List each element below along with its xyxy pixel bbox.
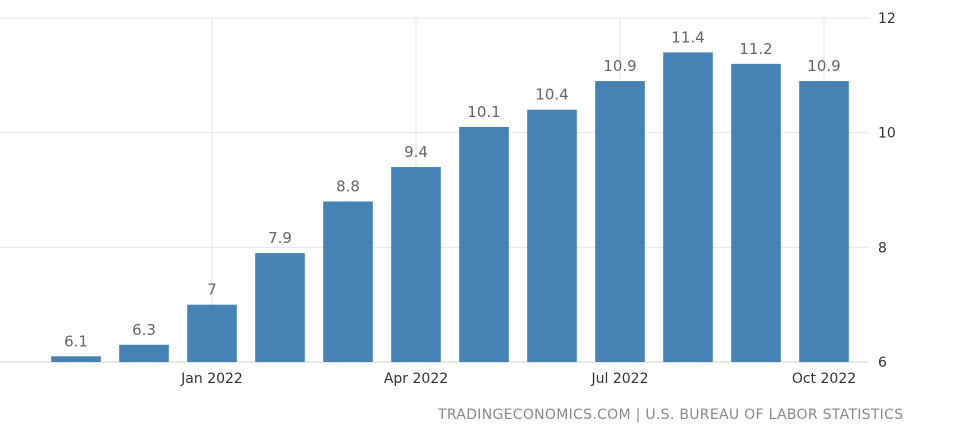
bar — [391, 167, 441, 362]
data-label: 7 — [207, 281, 217, 299]
y-tick-label: 8 — [878, 240, 887, 256]
bar — [323, 201, 373, 362]
data-label: 6.3 — [132, 321, 156, 339]
x-tick-label: Jul 2022 — [591, 371, 649, 387]
data-labels: 6.1 6.3 7 7.9 8.8 9.4 10.1 10.4 10.9 11.4 11.2 10.9 — [64, 28, 841, 350]
data-label: 11.4 — [671, 28, 704, 46]
x-tick-label: Jan 2022 — [180, 371, 243, 387]
data-label: 10.1 — [467, 103, 500, 121]
data-label: 9.4 — [404, 143, 428, 161]
y-tick-label: 10 — [878, 126, 896, 142]
bar — [799, 81, 849, 363]
data-label: 6.1 — [64, 332, 88, 350]
data-label: 10.9 — [603, 57, 636, 75]
bar — [731, 63, 781, 362]
bar — [527, 109, 577, 362]
x-tick-label: Apr 2022 — [384, 371, 448, 387]
bar — [255, 253, 305, 362]
y-tick-label: 6 — [878, 355, 887, 371]
bar — [119, 344, 169, 362]
bar — [663, 52, 713, 363]
x-tick-label: Oct 2022 — [792, 371, 856, 387]
data-label: 10.4 — [535, 86, 568, 104]
bar — [187, 304, 237, 362]
data-label: 11.2 — [739, 40, 772, 58]
data-label: 8.8 — [336, 177, 360, 195]
y-tick-label: 12 — [878, 11, 896, 27]
bar — [51, 356, 101, 362]
source-credit: TRADINGECONOMICS.COM | U.S. BUREAU OF LA… — [438, 407, 904, 423]
bar — [595, 81, 645, 363]
x-axis-ticks: Jan 2022 Apr 2022 Jul 2022 Oct 2022 — [180, 371, 856, 387]
data-label: 7.9 — [268, 229, 292, 247]
y-axis-ticks: 6 8 10 12 — [878, 11, 896, 371]
bars — [51, 52, 849, 363]
bar — [459, 126, 509, 362]
data-label: 10.9 — [807, 57, 840, 75]
